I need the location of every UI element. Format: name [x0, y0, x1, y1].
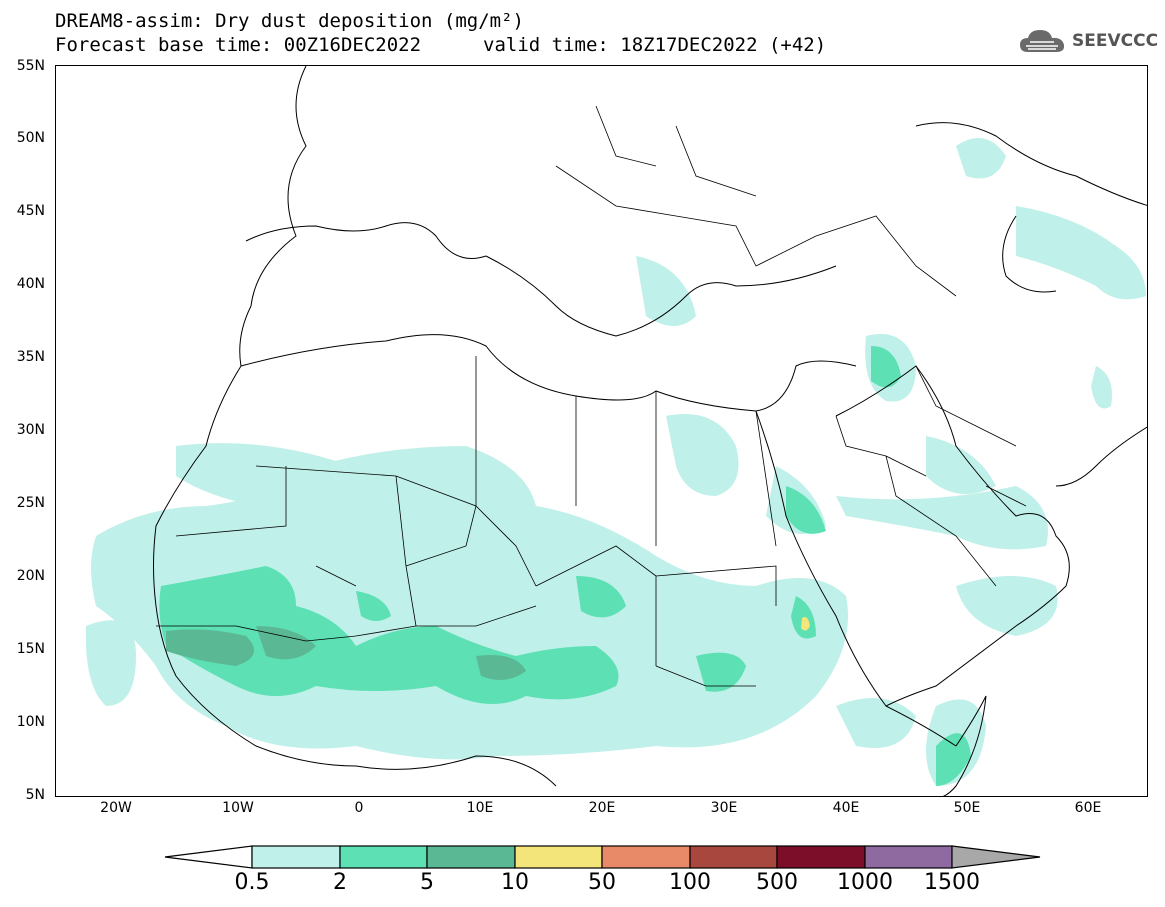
dust-map	[85, 66, 1147, 796]
lat-label: 40N	[16, 276, 45, 292]
borders	[156, 105, 1027, 687]
forecast-base-time: Forecast base time: 00Z16DEC2022	[55, 34, 422, 56]
lon-label: 40E	[832, 800, 860, 816]
lat-label: 50N	[16, 130, 45, 146]
colorbar-label: 5	[420, 870, 434, 895]
colorbar-segment-4	[514, 845, 603, 869]
lat-label: 15N	[16, 641, 45, 657]
colorbar	[164, 845, 1041, 869]
colorbar-segment-2	[339, 845, 428, 869]
lon-label: 20E	[588, 800, 616, 816]
valid-time: valid time: 18Z17DEC2022 (+42)	[483, 34, 827, 56]
map-title: DREAM8-assim: Dry dust deposition (mg/m²…	[55, 10, 524, 32]
colorbar-segment-1	[251, 845, 341, 869]
deposition-level-4	[801, 617, 810, 631]
colorbar-label: 10	[501, 870, 529, 895]
logo-text: SEEVCCC	[1072, 31, 1159, 51]
colorbar-label: 1000	[837, 870, 893, 895]
colorbar-segment-0	[164, 845, 253, 869]
map-panel	[55, 65, 1148, 797]
colorbar-segment-9	[951, 845, 1041, 869]
lat-label: 10N	[16, 714, 45, 730]
lat-label: 25N	[16, 495, 45, 511]
colorbar-segment-3	[426, 845, 516, 869]
coastlines	[153, 66, 1147, 796]
lon-label: 20W	[100, 800, 132, 816]
lat-label: 55N	[16, 58, 45, 74]
lat-label: 35N	[16, 349, 45, 365]
colorbar-label: 2	[333, 870, 347, 895]
cloud-icon	[1020, 30, 1065, 52]
colorbar-label: 500	[756, 870, 798, 895]
colorbar-segment-5	[601, 845, 691, 869]
lat-label: 5N	[25, 787, 45, 803]
seevccc-logo: SEEVCCC	[1018, 24, 1158, 58]
colorbar-label: 50	[588, 870, 616, 895]
colorbar-label: 1500	[924, 870, 980, 895]
colorbar-label: 0.5	[234, 870, 270, 895]
lat-label: 20N	[16, 568, 45, 584]
colorbar-segment-7	[776, 845, 866, 869]
lat-label: 30N	[16, 422, 45, 438]
deposition-level-3	[166, 626, 526, 680]
lon-label: 0	[354, 800, 364, 816]
colorbar-segment-8	[864, 845, 953, 869]
colorbar-segment-6	[689, 845, 778, 869]
lon-label: 10E	[466, 800, 494, 816]
colorbar-label: 100	[669, 870, 711, 895]
lon-label: 50E	[953, 800, 981, 816]
lon-label: 10W	[222, 800, 254, 816]
lon-label: 60E	[1074, 800, 1102, 816]
lat-label: 45N	[16, 203, 45, 219]
lon-label: 30E	[710, 800, 738, 816]
